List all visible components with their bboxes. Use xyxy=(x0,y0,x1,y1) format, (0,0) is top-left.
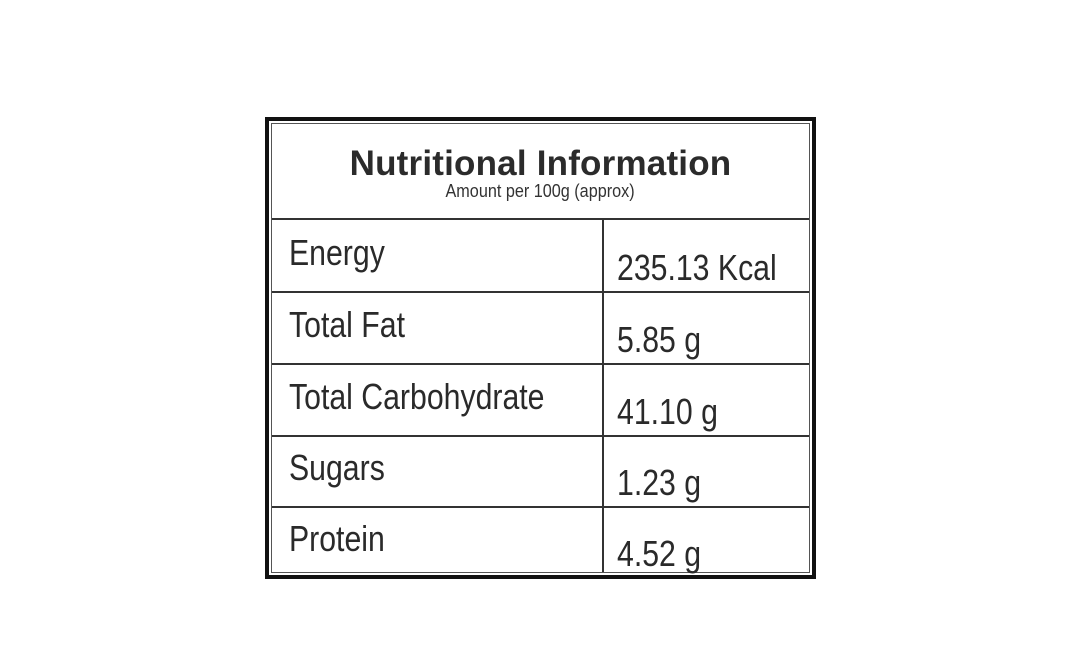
table-row: Total Carbohydrate 41.10 g xyxy=(272,364,809,437)
table-subtitle: Amount per 100g (approx) xyxy=(445,181,636,201)
nutrient-value: 4.52 g xyxy=(617,533,702,574)
table-row: Sugars 1.23 g xyxy=(272,435,809,508)
nutrient-label: Protein xyxy=(289,518,385,559)
nutrient-label: Sugars xyxy=(289,447,385,488)
table-row: Protein 4.52 g xyxy=(272,506,809,574)
column-divider xyxy=(602,220,604,572)
nutrient-value: 5.85 g xyxy=(617,319,702,360)
table-row: Total Fat 5.85 g xyxy=(272,292,809,365)
table-header: Nutritional Information Amount per 100g … xyxy=(272,124,809,220)
nutrient-label: Total Fat xyxy=(289,304,405,345)
nutrition-table: Nutritional Information Amount per 100g … xyxy=(265,117,816,579)
nutrient-value: 41.10 g xyxy=(617,391,718,432)
nutrient-value: 235.13 Kcal xyxy=(617,247,777,288)
nutrient-value: 1.23 g xyxy=(617,462,702,503)
nutrient-label: Energy xyxy=(289,232,385,273)
nutrient-label: Total Carbohydrate xyxy=(289,376,545,417)
nutrition-table-inner: Nutritional Information Amount per 100g … xyxy=(271,123,810,574)
table-row: Energy 235.13 Kcal xyxy=(272,220,809,293)
table-title: Nutritional Information xyxy=(349,144,732,183)
